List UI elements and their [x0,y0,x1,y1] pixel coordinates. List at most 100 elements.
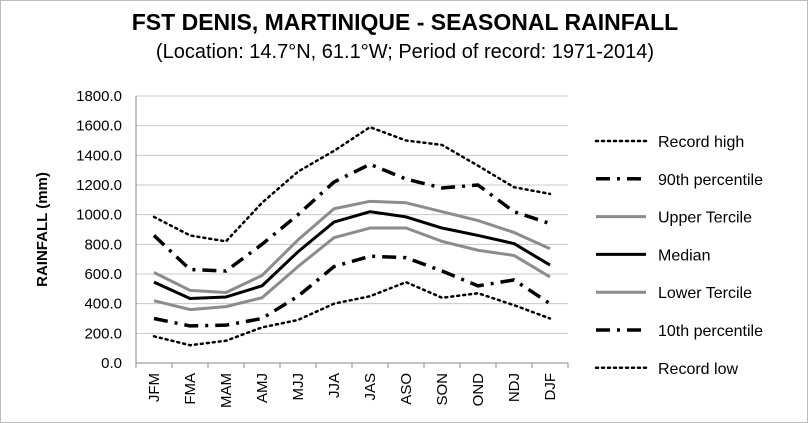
x-tick-label: AMJ [254,373,271,403]
x-tick-label: ASO [398,373,415,405]
data-point [298,239,299,240]
data-point [550,318,551,319]
data-point [406,228,407,229]
data-point [550,223,551,224]
data-point [550,303,551,304]
data-point [370,201,371,202]
data-point [478,293,479,294]
chart-title: FST DENIS, MARTINIQUE - SEASONAL RAINFAL… [131,9,679,35]
legend-label: Median [658,247,710,264]
x-tick-label: DJF [542,373,559,401]
data-point [478,235,479,236]
data-point [550,248,551,249]
data-point [334,208,335,209]
y-tick-label: 1800.0 [76,88,122,105]
legend-label: Upper Tercile [658,210,752,227]
data-point [226,340,227,341]
data-point [226,271,227,272]
data-point [190,269,191,270]
data-point [190,309,191,310]
data-point [262,202,263,203]
data-point [226,325,227,326]
data-point [298,296,299,297]
series-line-upper-tercile [153,199,551,295]
data-point [442,211,443,212]
data-point [190,298,191,299]
data-point [154,235,155,236]
data-point [442,228,443,229]
data-point [514,279,515,280]
data-point [190,325,191,326]
data-point [514,232,515,233]
data-point [298,266,299,267]
data-point [154,300,155,301]
data-point [226,241,227,242]
data-point [478,220,479,221]
data-point [478,185,479,186]
data-point [442,241,443,242]
legend-label: Lower Tercile [658,285,752,302]
data-point [334,237,335,238]
data-point [226,296,227,297]
legend-label: 10th percentile [658,323,763,340]
y-tick-label: 600.0 [84,266,122,283]
series-line-record-low [152,280,552,347]
data-point [550,265,551,266]
data-point [370,296,371,297]
data-point [514,187,515,188]
data-point [442,297,443,298]
y-tick-label: 400.0 [84,296,122,313]
data-point [154,272,155,273]
data-point [298,319,299,320]
y-axis-label: RAINFALL (mm) [34,172,51,287]
series-line-lower-tercile [153,226,551,312]
data-point [262,327,263,328]
data-point [478,250,479,251]
x-tick-label: MAM [218,373,235,408]
data-point [442,271,443,272]
legend-label: Record low [658,361,738,378]
y-tick-label: 0.0 [101,355,122,372]
data-point [514,305,515,306]
legend-label: 90th percentile [658,172,763,189]
data-point [514,243,515,244]
x-tick-label: JJA [326,373,343,398]
x-tick-label: FMA [182,373,199,405]
data-point [262,297,263,298]
data-point [190,235,191,236]
chart-subtitle: (Location: 14.7°N, 61.1°W; Period of rec… [155,41,655,63]
data-point [406,179,407,180]
legend-label: Record high [658,134,744,151]
data-point [154,282,155,283]
data-point [406,282,407,283]
x-tick-label: JFM [146,373,163,402]
data-point [190,290,191,291]
series-line-median [153,210,551,300]
data-point [478,285,479,286]
data-point [334,150,335,151]
y-tick-label: 1200.0 [76,177,122,194]
data-point [514,255,515,256]
data-point [442,187,443,188]
data-point [370,164,371,165]
x-tick-label: SON [434,373,451,406]
data-point [298,214,299,215]
data-point [154,318,155,319]
data-point [370,127,371,128]
data-point [298,251,299,252]
data-point [370,211,371,212]
y-tick-label: 1400.0 [76,147,122,164]
data-point [226,292,227,293]
x-tick-label: JAS [362,373,379,401]
y-tick-label: 800.0 [84,236,122,253]
data-point [406,257,407,258]
data-point [478,165,479,166]
series-line-90th-percentile [152,162,551,273]
data-point [406,202,407,203]
data-point [550,276,551,277]
series-line-record-high [152,125,552,243]
data-point [190,345,191,346]
data-point [334,303,335,304]
data-point [334,222,335,223]
